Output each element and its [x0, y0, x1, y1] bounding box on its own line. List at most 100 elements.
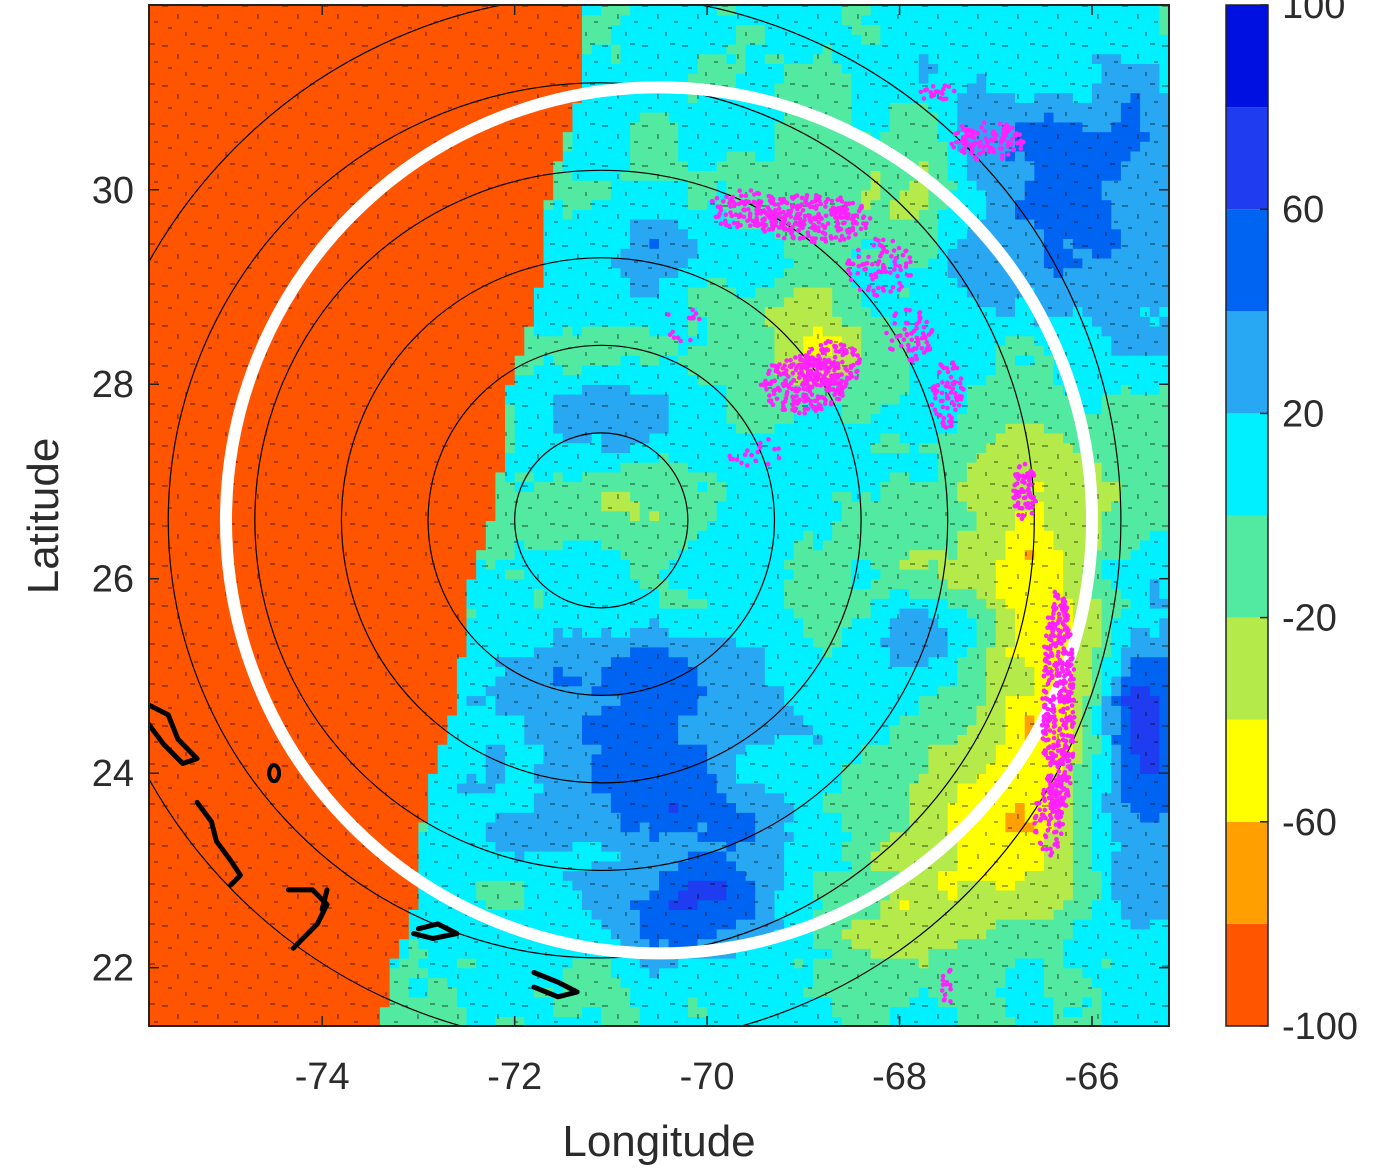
lightning-point	[914, 326, 919, 331]
lightning-point	[780, 407, 786, 413]
lightning-point	[1040, 696, 1045, 701]
lightning-point	[1048, 846, 1053, 852]
lightning-point	[829, 236, 834, 241]
lightning-point	[813, 408, 819, 414]
lightning-point	[764, 387, 769, 392]
lightning-point	[1048, 782, 1053, 787]
lightning-point	[845, 229, 851, 235]
lightning-point	[746, 207, 751, 212]
lightning-point	[796, 375, 802, 381]
lightning-point	[861, 214, 867, 219]
lightning-point	[919, 346, 925, 351]
lightning-point	[972, 135, 977, 140]
lightning-point	[1038, 816, 1044, 822]
lightning-point	[1014, 481, 1020, 486]
colorbar-band	[1226, 413, 1268, 516]
lightning-point	[760, 217, 765, 223]
lightning-point	[1060, 603, 1065, 608]
lightning-point	[863, 225, 868, 231]
lightning-point	[799, 220, 805, 226]
lightning-point	[791, 401, 796, 406]
lightning-point	[1013, 492, 1019, 497]
lightning-point	[850, 227, 856, 233]
lightning-point	[905, 342, 911, 348]
lightning-point	[1051, 633, 1057, 639]
plot-area	[149, 5, 1169, 1026]
lightning-point	[815, 363, 821, 368]
lightning-point	[837, 237, 843, 243]
lightning-point	[948, 987, 953, 992]
lightning-point	[1038, 841, 1044, 847]
lightning-point	[1065, 716, 1070, 721]
lightning-point	[941, 86, 946, 92]
y-axis: 22 24 26 28 30	[92, 170, 1169, 990]
lightning-point	[778, 196, 783, 202]
lightning-point	[763, 378, 768, 384]
lightning-point	[805, 230, 811, 235]
lightning-point	[1064, 631, 1070, 637]
lightning-point	[950, 386, 956, 392]
lightning-point	[693, 311, 699, 316]
lightning-point	[723, 212, 729, 217]
lightning-point	[856, 263, 862, 269]
lightning-point	[795, 363, 801, 368]
lightning-point	[1033, 498, 1038, 504]
lightning-point	[797, 410, 802, 416]
lightning-point	[1072, 714, 1077, 720]
lightning-point	[943, 425, 949, 430]
lightning-point	[835, 228, 841, 233]
lightning-point	[970, 143, 975, 149]
lightning-point	[1013, 488, 1018, 494]
lightning-points	[666, 83, 1077, 1004]
lightning-point	[851, 352, 856, 357]
lightning-point	[1020, 479, 1025, 485]
lightning-point	[746, 199, 751, 205]
lightning-point	[1021, 139, 1026, 145]
lightning-point	[945, 380, 950, 386]
lightning-point	[1071, 667, 1077, 672]
y-tick-label: 22	[92, 948, 134, 990]
lightning-point	[907, 255, 913, 260]
lightning-point	[726, 223, 732, 229]
lightning-point	[1031, 473, 1037, 478]
lightning-point	[1068, 673, 1074, 679]
x-tick-label: -68	[872, 1056, 927, 1098]
lightning-point	[982, 128, 987, 134]
lightning-point	[889, 338, 895, 343]
lightning-point	[813, 196, 819, 201]
lightning-point	[731, 203, 737, 209]
lightning-point	[739, 199, 744, 205]
colorbar-band	[1226, 209, 1268, 312]
lightning-point	[857, 287, 863, 293]
lightning-point	[929, 402, 935, 408]
lightning-point	[1066, 793, 1071, 798]
lightning-point	[856, 254, 862, 260]
lightning-point	[835, 215, 840, 220]
lightning-point	[901, 337, 907, 342]
lightning-point	[801, 394, 806, 400]
lightning-point	[1033, 829, 1038, 835]
island-outline	[267, 763, 282, 784]
lightning-point	[952, 379, 958, 385]
y-tick-label: 28	[92, 364, 134, 406]
lightning-point	[942, 992, 948, 998]
lightning-point	[876, 238, 881, 243]
lightning-point	[1060, 800, 1066, 805]
lightning-point	[914, 346, 919, 351]
lightning-point	[951, 88, 957, 94]
lightning-point	[666, 312, 671, 317]
lightning-point	[948, 999, 953, 1004]
lightning-point	[1046, 822, 1052, 827]
lightning-point	[939, 390, 945, 396]
lightning-point	[875, 262, 880, 267]
lightning-point	[793, 355, 798, 360]
lightning-point	[930, 84, 936, 89]
lightning-point	[1062, 648, 1067, 653]
lightning-point	[826, 358, 832, 363]
lightning-point	[832, 354, 838, 360]
lightning-point	[802, 406, 808, 412]
lightning-point	[802, 410, 807, 416]
lightning-point	[923, 335, 928, 341]
lightning-point	[733, 212, 738, 217]
lightning-point	[797, 397, 802, 403]
